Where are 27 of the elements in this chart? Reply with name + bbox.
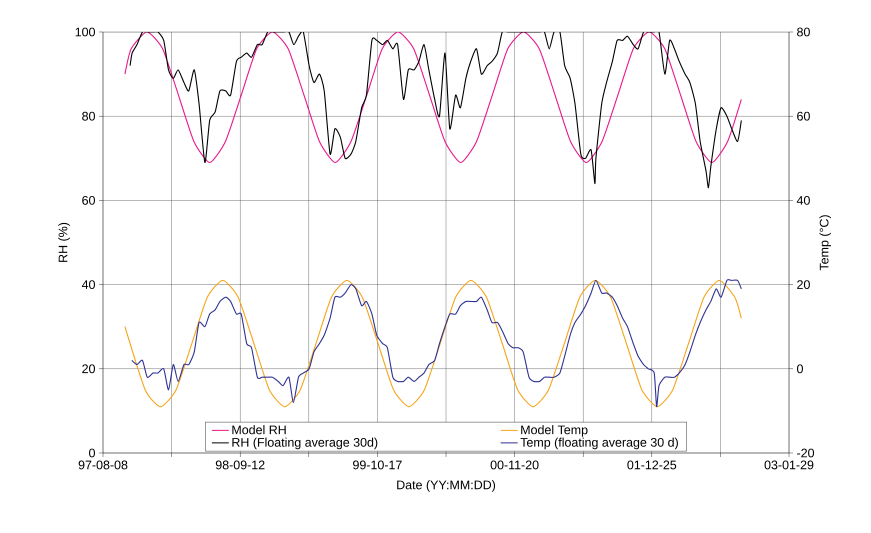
y2-tick-label: 80 (797, 28, 810, 36)
y-axis-title: RH (%) (58, 222, 70, 262)
y2-tick-label: 40 (796, 196, 810, 205)
x-tick-label: 99-10-17 (353, 460, 402, 470)
y-tick-label: 100 (76, 28, 95, 36)
y-tick-label: 60 (82, 196, 95, 205)
legend-label: Temp (floating average 30 d) (520, 438, 678, 450)
legend-label: Model Temp (521, 425, 588, 437)
x-tick-label: 03-01-29 (764, 460, 814, 470)
x-tick-label: 98-09-12 (216, 460, 264, 470)
y2-tick-label: 20 (797, 280, 810, 290)
legend-label: RH (Floating average 30d) (232, 438, 378, 450)
y2-tick-label: 60 (797, 112, 810, 121)
y-tick-label: 0 (89, 448, 95, 458)
x-tick-label: 01-12-25 (627, 460, 676, 470)
line-series (130, 32, 742, 188)
y2-tick-label: 0 (797, 364, 803, 374)
y-tick-label: 40 (82, 280, 95, 290)
legend-label: Model RH (232, 425, 286, 434)
x-axis-title: Date (YY:MM:DD) (397, 480, 496, 492)
y2-axis-title: Temp (°C) (819, 215, 831, 270)
y2-tick-label: -20 (797, 448, 814, 458)
x-tick-label: 00-11-20 (490, 460, 539, 470)
y-tick-label: 80 (82, 112, 95, 121)
x-tick-label: 97-08-08 (78, 460, 128, 470)
y-tick-label: 20 (82, 364, 95, 374)
line-series (124, 32, 742, 164)
